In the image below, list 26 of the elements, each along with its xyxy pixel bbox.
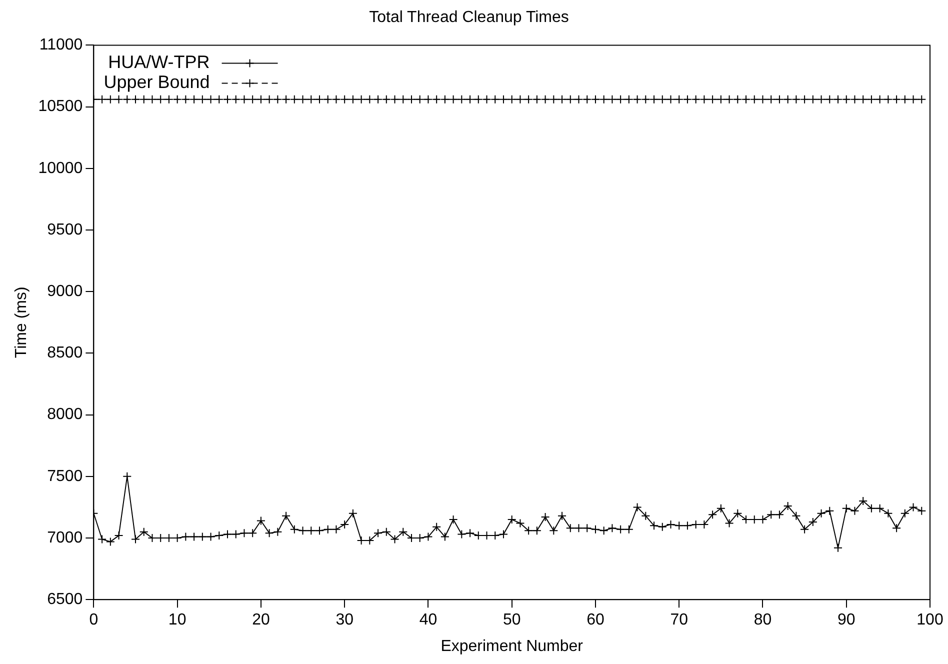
y-tick-label: 9000	[47, 283, 83, 300]
x-tick-label: 90	[837, 612, 856, 629]
x-tick-label: 40	[419, 612, 438, 629]
legend-label: Upper Bound	[104, 72, 210, 92]
x-tick-label: 30	[336, 612, 354, 629]
y-tick-label: 7500	[47, 468, 83, 485]
x-tick-label: 100	[916, 612, 944, 629]
y-tick-label: 10000	[38, 160, 83, 177]
x-tick-label: 0	[89, 612, 98, 629]
x-axis-title: Experiment Number	[440, 638, 584, 655]
x-tick-label: 10	[168, 612, 186, 629]
y-tick-label: 11000	[39, 36, 83, 54]
y-tick-label: 6500	[47, 591, 83, 608]
x-tick-label: 80	[754, 612, 772, 629]
y-tick-label: 8500	[47, 344, 83, 362]
y-tick-label: 10500	[38, 98, 83, 116]
x-tick-label: 70	[670, 612, 688, 629]
y-tick-label: 8000	[47, 406, 83, 424]
chart-title: Total Thread Cleanup Times	[369, 9, 569, 26]
y-tick-label: 9500	[47, 221, 83, 238]
y-axis-title: Time (ms)	[13, 286, 30, 358]
x-tick-label: 60	[586, 612, 604, 629]
legend-label: HUA/W-TPR	[108, 52, 210, 72]
y-tick-label: 7000	[47, 529, 83, 546]
x-tick-label: 20	[252, 612, 270, 629]
x-tick-label: 50	[502, 612, 521, 629]
